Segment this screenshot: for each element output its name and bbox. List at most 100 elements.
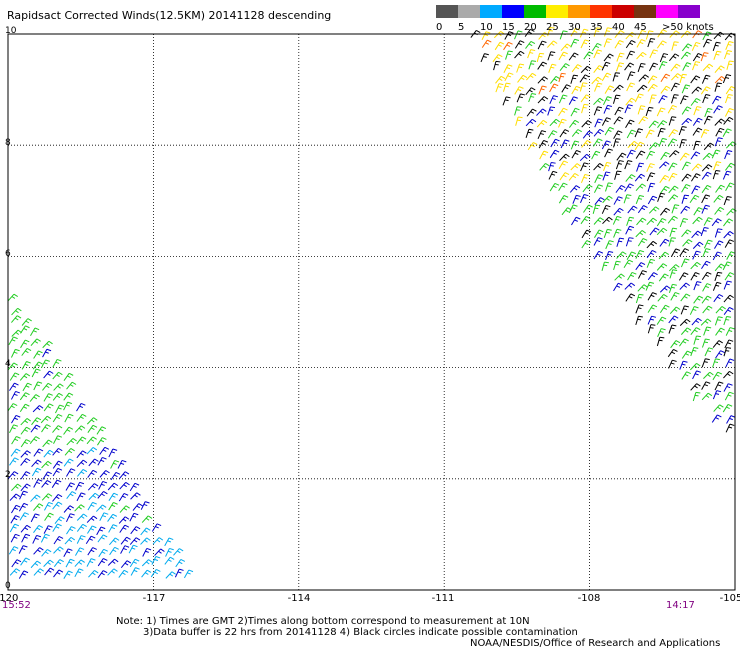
wind-barb <box>680 327 692 335</box>
barb-flag <box>92 447 98 451</box>
wind-barb <box>681 84 691 94</box>
time-right: 14:17 <box>666 600 695 611</box>
barb-flag <box>584 156 588 160</box>
barb-flag <box>695 338 700 341</box>
barb-flag <box>80 559 85 563</box>
wind-barb <box>63 505 74 513</box>
barb-staff <box>10 515 16 524</box>
barb-flag <box>551 63 557 66</box>
wind-barb <box>583 204 593 213</box>
barb-flag <box>575 107 580 111</box>
wind-barb <box>130 492 141 500</box>
barb-flag <box>651 86 655 90</box>
wind-barb <box>593 27 602 37</box>
barb-staff <box>558 107 564 117</box>
barb-staff <box>502 96 507 106</box>
barb-flag <box>70 440 75 444</box>
wind-barb <box>714 65 725 74</box>
barb-flag <box>497 86 502 88</box>
barb-flag <box>561 72 566 75</box>
wind-barb <box>701 164 713 172</box>
barb-flag <box>146 569 152 573</box>
barb-staff <box>725 41 730 51</box>
wind-barb <box>514 106 522 116</box>
barb-flag <box>596 52 600 55</box>
barb-flag <box>707 271 712 275</box>
barb-staff <box>64 537 72 545</box>
barb-flag <box>103 512 109 515</box>
barb-staff <box>693 141 697 151</box>
wind-barb <box>702 152 714 161</box>
wind-barb <box>668 172 678 182</box>
barb-flag <box>551 132 555 136</box>
barb-flag <box>649 327 654 329</box>
barb-flag <box>531 87 536 91</box>
barb-staff <box>625 40 632 49</box>
barb-staff <box>503 64 509 74</box>
barb-flag <box>652 75 658 79</box>
barb-flag <box>683 308 687 311</box>
barb-flag <box>94 492 100 497</box>
wind-barb <box>614 170 622 180</box>
barb-staff <box>493 31 502 39</box>
barb-flag <box>498 54 503 58</box>
wind-barb <box>604 182 613 192</box>
barb-flag <box>57 538 61 542</box>
barb-flag <box>704 263 709 266</box>
barb-staff <box>594 229 600 238</box>
barb-flag <box>606 41 610 43</box>
barb-flag <box>68 485 73 488</box>
barb-staff <box>602 195 610 204</box>
wind-barb <box>525 118 537 127</box>
barb-staff <box>714 118 722 126</box>
wind-barb <box>693 140 701 151</box>
wind-barb <box>539 150 549 160</box>
barb-flag <box>674 185 679 189</box>
barb-flag <box>638 128 644 131</box>
wind-barb <box>616 251 627 259</box>
barb-flag <box>70 468 76 471</box>
barb-staff <box>21 348 28 356</box>
barb-flag <box>78 550 82 553</box>
barb-staff <box>627 272 633 281</box>
scale-swatch <box>656 5 678 18</box>
barb-flag <box>660 319 664 322</box>
wind-barb <box>119 481 130 490</box>
barb-flag <box>725 318 730 321</box>
barb-flag <box>728 165 733 168</box>
barb-flag <box>564 45 569 49</box>
wind-barb <box>635 304 644 314</box>
barb-staff <box>21 361 27 370</box>
barb-flag <box>83 513 88 518</box>
barb-flag <box>696 106 702 108</box>
wind-barb <box>692 216 703 225</box>
wind-barb <box>723 116 734 125</box>
barb-flag <box>719 127 725 131</box>
barb-staff <box>568 96 574 105</box>
barb-flag <box>539 52 545 55</box>
barb-staff <box>33 503 40 511</box>
wind-barb <box>715 327 725 336</box>
barb-staff <box>658 61 664 70</box>
barb-staff <box>85 535 92 545</box>
wind-barb <box>601 117 612 126</box>
barb-staff <box>86 558 92 567</box>
barb-flag <box>717 82 722 85</box>
barb-flag <box>718 120 723 124</box>
barb-flag <box>627 160 633 163</box>
barb-flag <box>706 65 711 69</box>
barb-flag <box>717 197 721 201</box>
barb-flag <box>716 50 722 53</box>
barb-staff <box>713 105 719 114</box>
wind-barb <box>76 492 86 502</box>
barb-staff <box>691 230 698 239</box>
barb-flag <box>545 163 550 167</box>
wind-barb <box>87 483 99 491</box>
barb-staff <box>8 546 15 555</box>
barb-flag <box>89 538 93 541</box>
wind-barb <box>645 106 654 117</box>
barb-flag <box>47 452 51 455</box>
barb-flag <box>500 75 506 79</box>
barb-staff <box>63 505 71 513</box>
barb-staff <box>693 335 697 345</box>
